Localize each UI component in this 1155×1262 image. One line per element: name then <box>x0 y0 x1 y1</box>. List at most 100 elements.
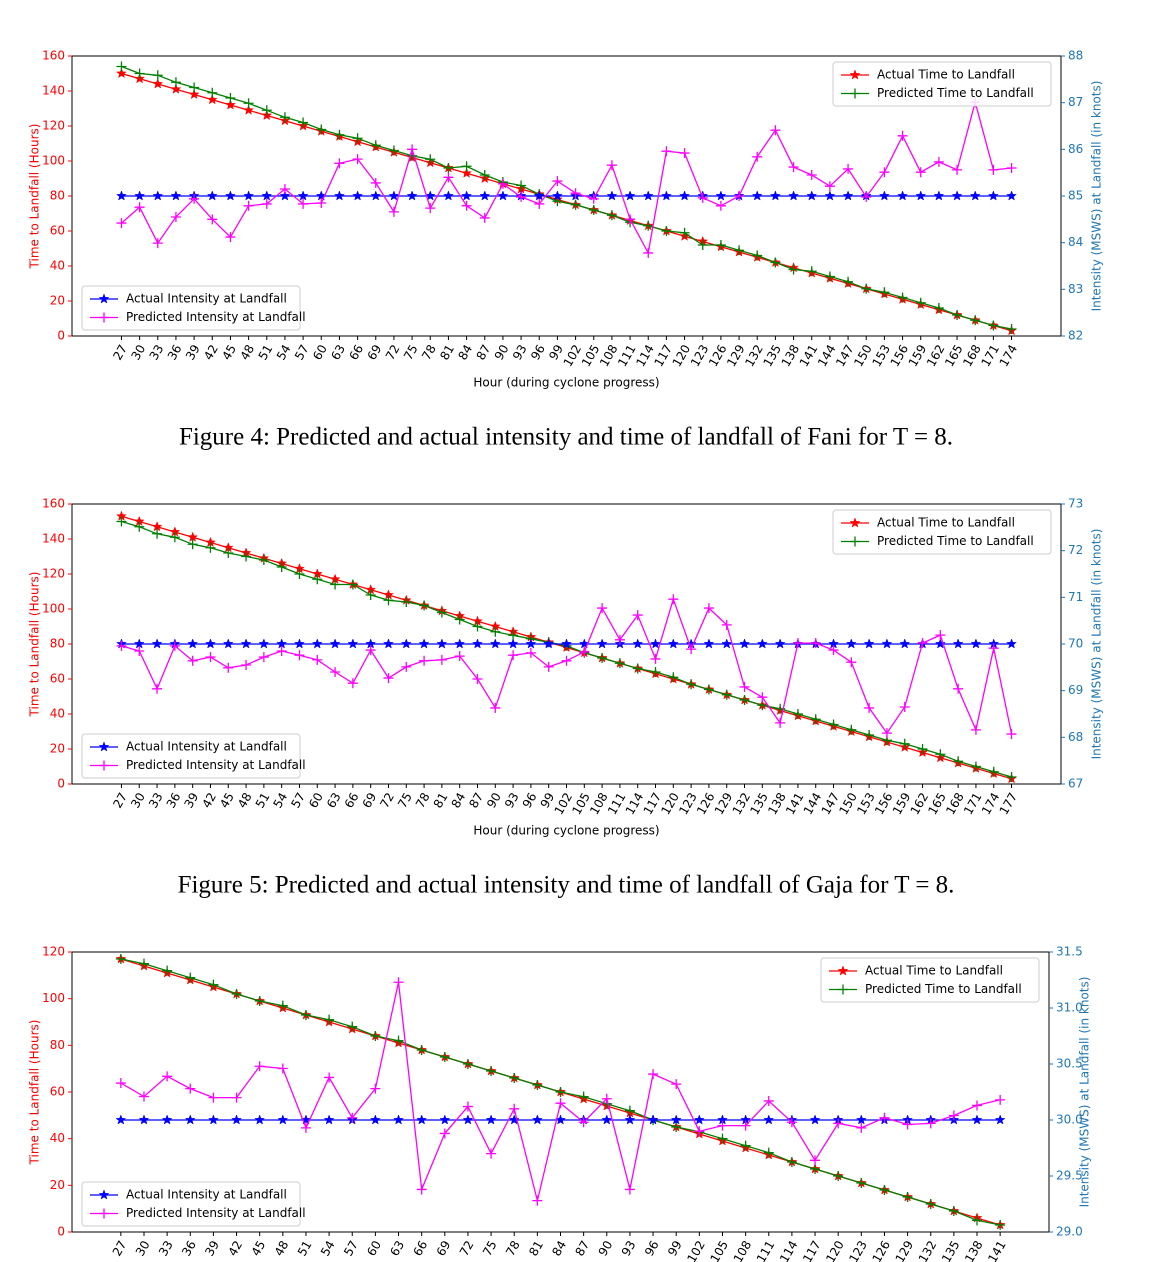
marker <box>788 162 799 173</box>
marker <box>416 1114 428 1125</box>
legend-label: Predicted Intensity at Landfall <box>126 310 306 324</box>
marker <box>601 1093 612 1104</box>
marker <box>850 536 860 547</box>
x-tick-label: 27 <box>110 1238 130 1258</box>
marker <box>416 1184 427 1195</box>
marker <box>383 673 394 684</box>
marker <box>952 638 964 649</box>
figure-caption: Figure 4: Predicted and actual intensity… <box>179 424 953 451</box>
x-tick-label: 102 <box>684 1238 708 1262</box>
marker <box>169 532 180 543</box>
marker <box>162 1071 173 1082</box>
x-tick-label: 27 <box>110 342 130 362</box>
marker <box>134 646 145 656</box>
marker <box>679 148 690 159</box>
x-tick-label: 111 <box>754 1238 778 1262</box>
marker <box>439 1128 450 1139</box>
x-tick-label: 102 <box>561 342 585 369</box>
marker <box>279 184 290 194</box>
x-tick-label: 33 <box>147 342 167 362</box>
marker <box>597 653 608 663</box>
marker <box>170 77 181 88</box>
marker <box>277 1000 288 1011</box>
marker <box>915 190 927 201</box>
x-tick-label: 36 <box>164 790 184 810</box>
x-tick-label: 87 <box>474 342 494 362</box>
marker <box>988 766 999 777</box>
legend-label: Actual Time to Landfall <box>865 964 1003 978</box>
marker <box>479 190 491 201</box>
marker <box>833 1118 844 1129</box>
marker <box>241 660 252 670</box>
y-tick-label: 120 <box>42 567 65 581</box>
marker <box>864 702 875 713</box>
x-tick-label: 123 <box>676 790 700 817</box>
x-tick-label: 51 <box>295 1238 315 1258</box>
marker <box>953 683 964 694</box>
marker <box>323 1114 335 1125</box>
marker <box>717 1133 728 1144</box>
x-tick-label: 105 <box>569 790 593 817</box>
marker <box>138 958 149 969</box>
marker <box>462 1059 473 1069</box>
x-tick-label: 75 <box>395 790 415 810</box>
x-tick-label: 129 <box>712 790 736 817</box>
x-tick-label: 57 <box>292 342 312 362</box>
x-tick-label: 72 <box>457 1238 477 1258</box>
marker <box>347 1021 358 1032</box>
marker <box>769 190 781 201</box>
marker <box>98 741 110 752</box>
marker <box>971 1114 983 1125</box>
marker <box>561 655 572 666</box>
marker <box>222 638 234 649</box>
marker <box>370 140 381 151</box>
marker <box>187 638 199 649</box>
x-tick-label: 45 <box>217 790 237 810</box>
chart: 0 20 40 60 80 100 120 29.0 29.5 30.0 30.5 31.0 31.5 2… <box>28 945 1092 1262</box>
marker <box>509 1073 520 1083</box>
marker <box>243 200 254 211</box>
legend-label: Actual Intensity at Landfall <box>126 740 287 754</box>
x-tick-label: 120 <box>658 790 682 817</box>
marker <box>650 653 661 664</box>
marker <box>497 178 508 189</box>
marker <box>671 1079 682 1090</box>
x-tick-label: 69 <box>365 342 385 362</box>
y2-tick-label: 85 <box>1068 189 1083 203</box>
x-tick-label: 36 <box>165 342 185 362</box>
marker <box>525 647 536 658</box>
marker <box>419 655 430 666</box>
marker <box>116 640 127 651</box>
y-tick-label: 80 <box>50 637 65 651</box>
y2-tick-label: 73 <box>1068 497 1083 511</box>
marker <box>347 678 358 689</box>
marker <box>316 198 327 208</box>
y-tick-label: 40 <box>50 259 65 273</box>
figure-caption: Figure 5: Predicted and actual intensity… <box>178 872 955 899</box>
marker <box>401 661 412 672</box>
marker <box>439 1052 450 1062</box>
marker <box>606 190 618 201</box>
marker <box>897 292 908 303</box>
marker <box>240 638 252 649</box>
marker <box>856 1178 867 1188</box>
marker <box>788 190 799 201</box>
marker <box>824 181 835 192</box>
marker <box>225 99 236 110</box>
y-tick-label: 100 <box>42 602 65 616</box>
x-tick-label: 105 <box>708 1238 732 1262</box>
x-tick-label: 84 <box>449 790 469 810</box>
x-axis-label: Hour (during cyclone progress) <box>473 376 659 390</box>
marker <box>552 176 563 187</box>
marker <box>606 160 617 171</box>
x-tick-label: 159 <box>906 342 930 369</box>
marker <box>138 1114 150 1125</box>
x-tick-label: 60 <box>310 342 330 362</box>
x-tick-label: 63 <box>387 1238 407 1258</box>
x-tick-label: 60 <box>306 790 326 810</box>
y-tick-label: 0 <box>57 329 65 343</box>
marker <box>849 517 861 528</box>
marker <box>231 1114 242 1125</box>
marker <box>917 744 928 754</box>
x-tick-label: 75 <box>480 1238 500 1258</box>
